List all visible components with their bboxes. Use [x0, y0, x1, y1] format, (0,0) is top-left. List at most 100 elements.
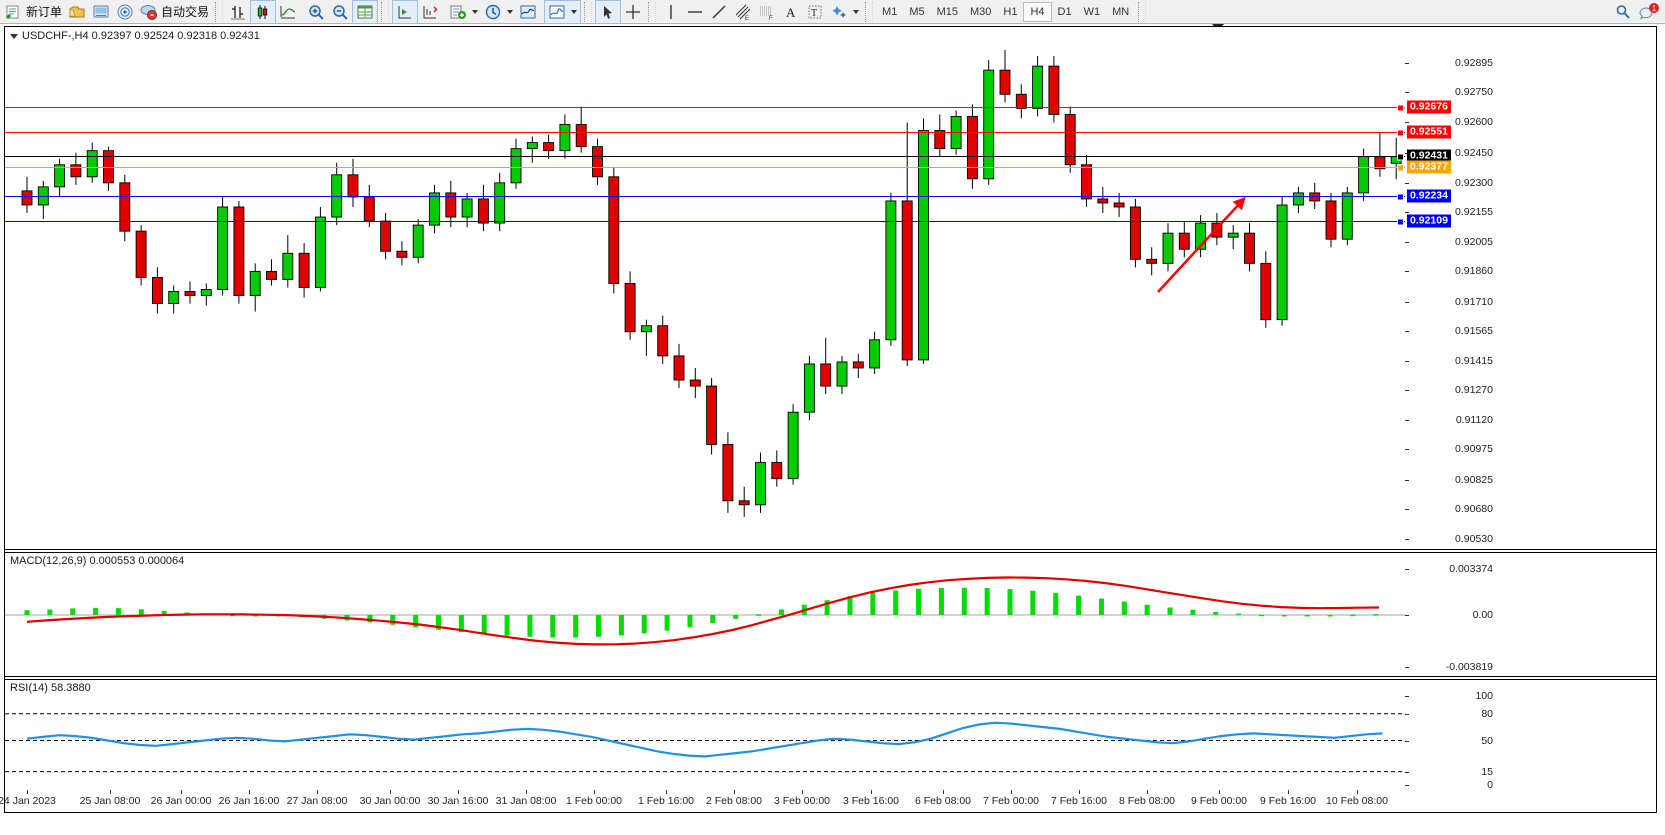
pane-separator-1b	[5, 552, 1656, 553]
pending-level-line[interactable]	[5, 167, 1405, 169]
timeframe-m30[interactable]: M30	[970, 5, 992, 18]
cursor-button[interactable]	[595, 0, 622, 24]
macd-pane[interactable]: MACD(12,26,9) 0.000553 0.000064 0.003374…	[5, 553, 1656, 676]
price-tick-label: 0.92750	[1455, 86, 1493, 99]
text-label-button[interactable]: T	[803, 1, 827, 23]
timeframe-d1[interactable]: D1	[1057, 5, 1072, 18]
time-tick-label: 1 Feb 16:00	[637, 795, 695, 807]
chart-frame[interactable]: USDCHF-,H4 0.92397 0.92524 0.92318 0.924…	[0, 24, 1665, 835]
zoom-in-button[interactable]	[304, 1, 328, 23]
new-order-button[interactable]: 新订单	[2, 1, 65, 23]
search-button[interactable]	[1611, 1, 1635, 23]
macd-axis: 0.003374 0.00 -0.003819	[1405, 553, 1493, 676]
chevron-down-icon-4[interactable]	[853, 9, 860, 14]
pending-level-price-tag[interactable]: 0.92377	[1407, 160, 1451, 174]
timeframe-m15[interactable]: M15	[936, 5, 958, 18]
price-axis[interactable]: 0.92895 0.92750 0.92600 0.92450 0.92300 0.921…	[1405, 27, 1493, 549]
support-2-price-tag[interactable]: 0.92109	[1407, 214, 1451, 228]
support-1-handle[interactable]	[1397, 193, 1404, 201]
price-tick-label: 0.90825	[1455, 473, 1493, 486]
candlestick-chart-icon	[254, 3, 272, 21]
price-pane[interactable]: USDCHF-,H4 0.92397 0.92524 0.92318 0.924…	[5, 27, 1656, 549]
folder-button[interactable]	[65, 1, 89, 23]
chevron-down-icon[interactable]	[472, 9, 479, 14]
crosshair-button[interactable]	[621, 1, 645, 23]
support-1-line[interactable]	[5, 196, 1405, 198]
pending-level-handle[interactable]	[1397, 164, 1404, 172]
time-tick-mark	[734, 790, 735, 794]
price-tick-mark	[1405, 301, 1409, 303]
price-tick-mark	[1405, 212, 1409, 213]
time-tick-mark	[1219, 790, 1220, 794]
main-toolbar[interactable]: 新订单	[0, 0, 1665, 24]
fibonacci-button[interactable]: F	[755, 1, 779, 23]
timeframe-m5[interactable]: M5	[909, 5, 925, 18]
time-tick-label: 31 Jan 08:00	[495, 795, 557, 807]
price-tick-label: 0.92155	[1455, 206, 1493, 218]
search-icon	[1614, 3, 1632, 21]
pane-separator-2[interactable]	[5, 676, 1656, 677]
trendline-button[interactable]	[707, 1, 731, 23]
chart-shift-button[interactable]	[418, 1, 442, 23]
time-tick-mark	[871, 790, 872, 794]
shapes-button[interactable]	[827, 1, 862, 23]
vertical-line-button[interactable]	[659, 1, 683, 23]
time-tick-mark	[594, 790, 595, 794]
zoom-out-button[interactable]	[328, 1, 352, 23]
time-axis[interactable]: 24 Jan 2023 25 Jan 08:00 26 Jan 00:00 26 Ja…	[0, 790, 1656, 812]
signal-button[interactable]	[113, 1, 137, 23]
pane-separator-1[interactable]	[5, 549, 1656, 550]
rsi-tick-mark	[1405, 785, 1409, 786]
data-window-button[interactable]	[352, 0, 379, 24]
indicators-button[interactable]	[446, 1, 481, 23]
rsi-pane[interactable]: RSI(14) 58.3880 100 80 50 15 0	[5, 680, 1656, 790]
candlestick-chart-button[interactable]	[250, 0, 277, 24]
equidistant-channel-button[interactable]: E	[731, 1, 755, 23]
templates-button[interactable]	[516, 1, 540, 23]
macd-tick-label: 0.003374	[1449, 563, 1493, 575]
chevron-down-icon-3[interactable]	[571, 9, 578, 14]
current-price-handle[interactable]	[1397, 153, 1404, 161]
horizontal-line-button[interactable]	[683, 1, 707, 23]
support-1-price-tag[interactable]: 0.92234	[1407, 189, 1451, 203]
chart-title[interactable]: USDCHF-,H4 0.92397 0.92524 0.92318 0.924…	[10, 30, 260, 42]
resistance-2-line[interactable]	[5, 132, 1405, 134]
time-tick-label: 8 Feb 08:00	[1118, 795, 1176, 807]
chart-window[interactable]: USDCHF-,H4 0.92397 0.92524 0.92318 0.924…	[0, 26, 1657, 813]
periods-button[interactable]	[481, 1, 516, 23]
support-2-line[interactable]	[5, 221, 1405, 223]
time-tick-label: 10 Feb 08:00	[1326, 795, 1388, 807]
timeframe-h4[interactable]: H4	[1023, 1, 1052, 22]
timeframe-m1[interactable]: M1	[882, 5, 898, 18]
timeframe-h1[interactable]: H1	[1003, 5, 1018, 18]
price-tick-label: 0.90530	[1455, 533, 1493, 545]
bar-chart-button[interactable]	[226, 1, 250, 23]
current-price-line[interactable]	[5, 156, 1405, 158]
resistance-2-price-tag[interactable]: 0.92551	[1407, 125, 1451, 139]
timeframe-mn[interactable]: MN	[1112, 5, 1130, 18]
terminal-button[interactable]	[89, 1, 113, 23]
rsi-tick-label: 100	[1475, 690, 1493, 702]
zoom-in-icon	[307, 3, 325, 21]
time-tick-label: 25 Jan 08:00	[79, 795, 141, 807]
toolbar-separator-3	[584, 1, 593, 22]
resistance-1-handle[interactable]	[1397, 104, 1404, 112]
autotrade-button[interactable]: 自动交易	[137, 1, 212, 23]
rsi-tick-label: 15	[1481, 765, 1493, 778]
text-button[interactable]: A	[779, 1, 803, 23]
resistance-1-price-tag[interactable]: 0.92676	[1407, 100, 1451, 114]
auto-scroll-button[interactable]	[392, 0, 419, 24]
vertical-line-icon	[662, 3, 680, 21]
notification-button[interactable]: 1	[1635, 1, 1663, 23]
templates-select-button[interactable]	[544, 0, 582, 24]
resistance-2-handle[interactable]	[1397, 129, 1404, 137]
rsi-tick-mark	[1405, 771, 1409, 773]
support-2-handle[interactable]	[1397, 218, 1404, 226]
current-price-price-tag[interactable]: 0.92431	[1407, 149, 1451, 163]
resistance-1-line[interactable]	[5, 107, 1405, 109]
timeframe-w1[interactable]: W1	[1083, 5, 1101, 18]
line-chart-button[interactable]	[276, 1, 300, 23]
rsi-tick-mark	[1405, 713, 1409, 715]
collapse-triangle-icon[interactable]	[10, 33, 18, 39]
chevron-down-icon-2[interactable]	[507, 9, 514, 14]
